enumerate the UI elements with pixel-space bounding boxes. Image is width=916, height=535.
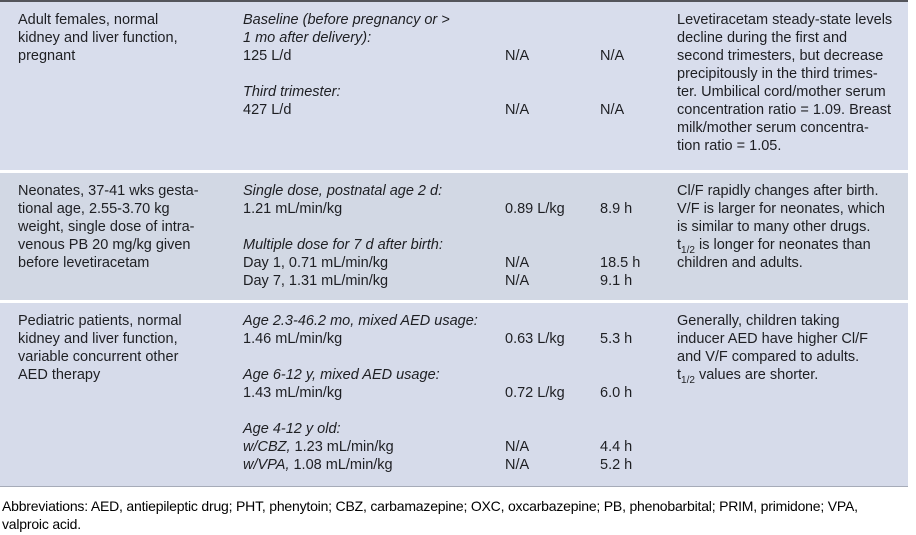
condition-label: Baseline (before pregnancy or >1 mo afte… <box>243 12 450 46</box>
volume-value: N/A <box>505 102 530 118</box>
condition-label: Third trimester: <box>243 84 341 100</box>
condition-label: Single dose, postnatal age 2 d: <box>243 183 443 199</box>
parameter-group: Multiple dose for 7 d after birth: Day 1,… <box>243 236 677 290</box>
volume-value: N/A <box>505 439 530 455</box>
value-row: 125 L/d N/A N/A <box>243 47 677 65</box>
pk-table: Adult females, normal kidney and liver fu… <box>0 2 908 487</box>
half-life-value: 6.0 h <box>600 385 633 401</box>
condition-label: Multiple dose for 7 d after birth: <box>243 237 443 253</box>
half-life-value: N/A <box>600 48 625 64</box>
abbreviations-note: Abbreviations: AED, antiepileptic drug; … <box>2 498 858 532</box>
condition-label: Age 4-12 y old: <box>243 421 341 437</box>
condition-label: Age 6-12 y, mixed AED usage: <box>243 367 440 383</box>
half-life-value: 18.5 h <box>600 255 641 271</box>
clearance-value: 1.46 mL/min/kg <box>243 331 343 347</box>
volume-value: 0.89 L/kg <box>505 201 565 217</box>
comment-cell: Cl/F rapidly changes after birth. V/F is … <box>677 183 885 271</box>
half-life-value: 8.9 h <box>600 201 633 217</box>
clearance-value: Day 1, 0.71 mL/min/kg <box>243 255 389 271</box>
comment-cell: Levetiracetam steady-state levels decline… <box>677 12 893 154</box>
volume-value: N/A <box>505 48 530 64</box>
value-row: 1.21 mL/min/kg 0.89 L/kg 8.9 h <box>243 200 677 218</box>
volume-value: 0.72 L/kg <box>505 385 565 401</box>
population-cell: Neonates, 37-41 wks gesta-tional age, 2.… <box>18 183 199 271</box>
table-row: Adult females, normal kidney and liver fu… <box>0 2 908 170</box>
value-row: Day 1, 0.71 mL/min/kg N/A 18.5 h <box>243 254 677 272</box>
half-life-value: 5.2 h <box>600 457 633 473</box>
half-life-value: 9.1 h <box>600 273 633 289</box>
comment-cell: Generally, children taking inducer AED ha… <box>677 313 869 386</box>
parameter-group: Baseline (before pregnancy or >1 mo afte… <box>243 11 677 65</box>
half-life-value: N/A <box>600 102 625 118</box>
half-life-value: 5.3 h <box>600 331 633 347</box>
table-row: Neonates, 37-41 wks gesta-tional age, 2.… <box>0 173 908 300</box>
parameter-group: Age 2.3-46.2 mo, mixed AED usage: 1.46 mL… <box>243 312 677 348</box>
population-cell: Adult females, normal kidney and liver fu… <box>18 12 178 64</box>
parameter-group: Age 6-12 y, mixed AED usage: 1.43 mL/min/… <box>243 366 677 402</box>
clearance-value: w/VPA, 1.08 mL/min/kg <box>243 457 393 473</box>
clearance-value: Day 7, 1.31 mL/min/kg <box>243 273 389 289</box>
volume-value: N/A <box>505 273 530 289</box>
clearance-value: 427 L/d <box>243 102 292 118</box>
volume-value: N/A <box>505 255 530 271</box>
parameter-group: Age 4-12 y old: w/CBZ, 1.23 mL/min/kg N/A 4… <box>243 420 677 474</box>
volume-value: 0.63 L/kg <box>505 331 565 347</box>
clearance-value: 1.21 mL/min/kg <box>243 201 343 217</box>
clearance-value: w/CBZ, 1.23 mL/min/kg <box>243 439 394 455</box>
values-cell: Single dose, postnatal age 2 d: 1.21 mL/m… <box>243 182 677 300</box>
clearance-value: 1.43 mL/min/kg <box>243 385 343 401</box>
condition-label: Age 2.3-46.2 mo, mixed AED usage: <box>243 313 478 329</box>
value-row: Day 7, 1.31 mL/min/kg N/A 9.1 h <box>243 272 677 290</box>
value-row: 1.43 mL/min/kg 0.72 L/kg 6.0 h <box>243 384 677 402</box>
parameter-group: Single dose, postnatal age 2 d: 1.21 mL/m… <box>243 182 677 218</box>
values-cell: Age 2.3-46.2 mo, mixed AED usage: 1.46 mL… <box>243 312 677 486</box>
value-row: 1.46 mL/min/kg 0.63 L/kg 5.3 h <box>243 330 677 348</box>
value-row: w/CBZ, 1.23 mL/min/kg N/A 4.4 h <box>243 438 677 456</box>
value-row: w/VPA, 1.08 mL/min/kg N/A 5.2 h <box>243 456 677 474</box>
table-top-divider <box>0 0 908 2</box>
table-row: Pediatric patients, normal kidney and liv… <box>0 303 908 487</box>
population-cell: Pediatric patients, normal kidney and liv… <box>18 313 182 383</box>
values-cell: Baseline (before pregnancy or >1 mo afte… <box>243 11 677 170</box>
half-life-value: 4.4 h <box>600 439 633 455</box>
parameter-group: Third trimester: 427 L/d N/A N/A <box>243 83 677 119</box>
volume-value: N/A <box>505 457 530 473</box>
clearance-value: 125 L/d <box>243 48 292 64</box>
value-row: 427 L/d N/A N/A <box>243 101 677 119</box>
